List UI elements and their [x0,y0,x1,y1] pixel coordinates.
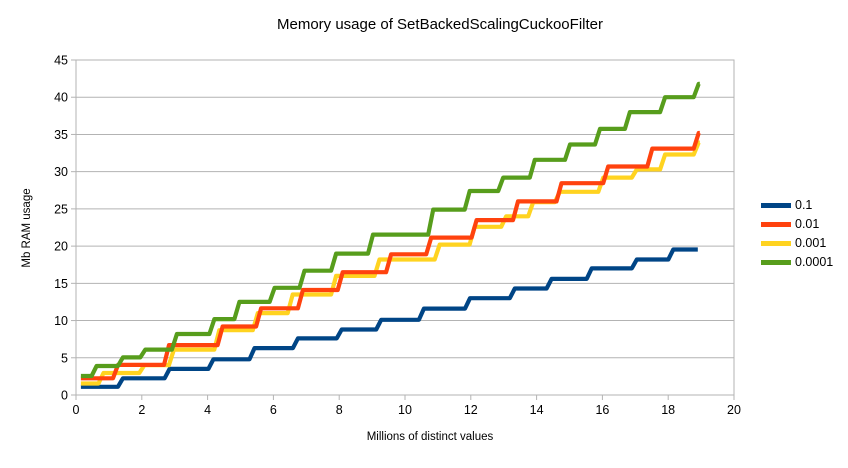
series-line-0.01 [80,130,701,381]
x-axis-title: Millions of distinct values [366,431,494,443]
series-line-0.0001 [80,81,701,379]
x-tick-label: 18 [661,403,675,417]
chart-title: Memory usage of SetBackedScalingCuckooFi… [277,16,603,33]
x-tick-label: 0 [73,403,80,417]
plot-border [75,59,735,396]
legend-swatch [761,260,791,265]
y-tick-label: 30 [54,165,68,179]
y-tick-label: 5 [61,351,68,365]
x-tick-label: 16 [595,403,609,417]
y-tick-label: 20 [54,240,68,254]
x-tick-label: 6 [270,403,277,417]
legend-label: 0.01 [795,217,820,232]
y-tick-label: 10 [54,314,68,328]
legend-swatch [761,222,791,227]
legend-swatch [761,241,791,246]
legend-item: 0.0001 [761,253,833,272]
y-tick-label: 0 [61,389,68,403]
series-line-0.001 [80,140,701,386]
legend-item: 0.01 [761,215,833,234]
x-tick-label: 14 [530,403,544,417]
x-tick-label: 4 [204,403,211,417]
legend: 0.1 0.01 0.001 0.0001 [761,196,833,272]
x-tick-label: 20 [727,403,741,417]
legend-label: 0.001 [795,236,827,251]
x-tick-label: 10 [398,403,412,417]
y-tick-label: 35 [54,128,68,142]
legend-swatch [761,203,791,208]
legend-label: 0.0001 [795,255,834,270]
x-tick-label: 12 [464,403,478,417]
y-tick-label: 45 [54,54,68,68]
x-tick-label: 8 [336,403,343,417]
legend-label: 0.1 [795,198,813,213]
y-tick-label: 25 [54,202,68,216]
legend-item: 0.1 [761,196,833,215]
legend-item: 0.001 [761,234,833,253]
y-axis-title: Mb RAM usage [21,188,33,268]
series-line-0.1 [80,247,698,389]
y-tick-label: 40 [54,91,68,105]
y-tick-label: 15 [54,277,68,291]
x-tick-label: 2 [138,403,145,417]
